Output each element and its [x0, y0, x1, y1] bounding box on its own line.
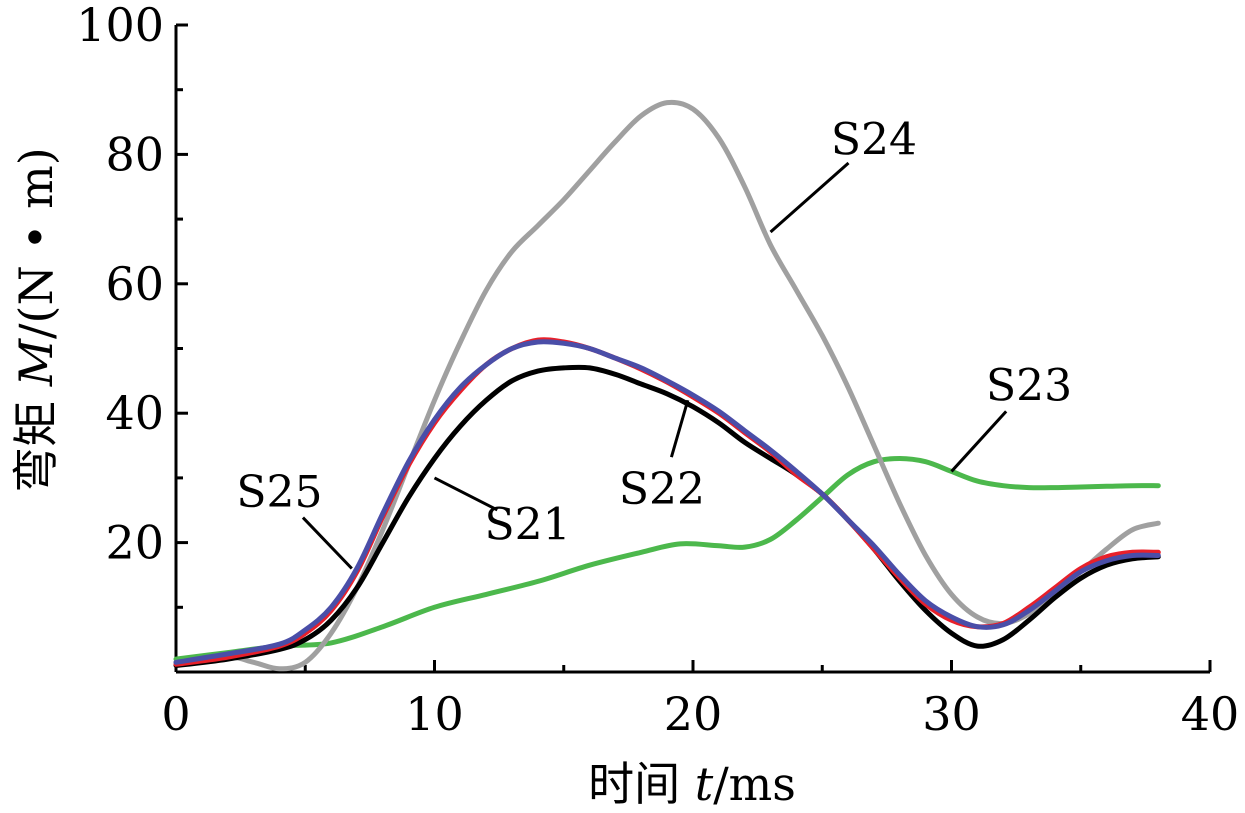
leader-line-s22 — [669, 399, 690, 458]
annotation-s25: S25 — [236, 467, 322, 518]
y-tick-label: 40 — [105, 386, 164, 440]
annotation-s24: S24 — [831, 114, 917, 165]
annotations-layer: S24 S23 S25 S21 S22 — [236, 114, 1072, 570]
annotation-s22: S22 — [619, 464, 705, 515]
y-tick-label: 60 — [105, 257, 164, 311]
y-tick-label: 20 — [105, 516, 164, 570]
leader-line-s21 — [433, 476, 498, 512]
x-tick-label: 30 — [922, 687, 981, 741]
x-axis-title: 时间 t/ms — [588, 757, 796, 811]
annotation-s21: S21 — [484, 499, 570, 550]
leader-line-s24 — [769, 161, 850, 234]
y-tick-label: 80 — [105, 127, 164, 181]
leader-line-s23 — [950, 410, 1008, 473]
chart-axes: 0 10 20 30 40 20 40 60 80 100 — [76, 0, 1239, 741]
y-tick-label: 100 — [76, 0, 164, 52]
y-axis-title: 弯矩 M/(N • m) — [9, 147, 63, 492]
series-line-s21 — [173, 364, 1161, 668]
x-tick-label: 10 — [405, 687, 464, 741]
leader-line-s25 — [301, 516, 353, 570]
series-line-s23 — [173, 456, 1161, 662]
series-layer — [173, 99, 1161, 672]
x-tick-label: 20 — [664, 687, 723, 741]
x-tick-label: 0 — [161, 687, 190, 741]
x-tick-label: 40 — [1181, 687, 1240, 741]
series-line-s25 — [173, 339, 1161, 665]
annotation-s23: S23 — [986, 360, 1072, 411]
